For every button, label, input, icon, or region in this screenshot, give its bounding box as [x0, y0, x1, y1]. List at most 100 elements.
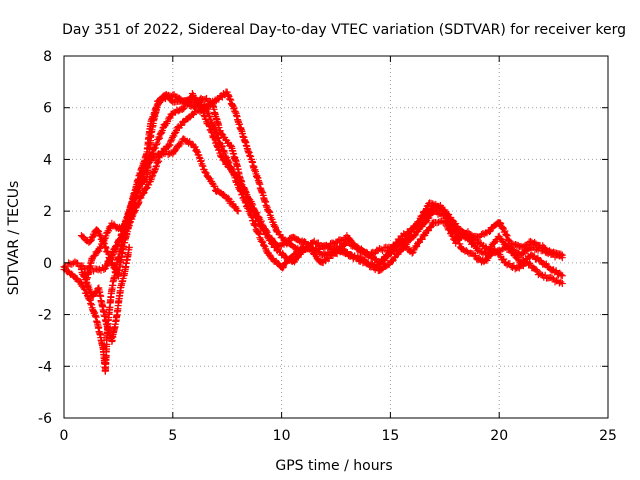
data-point	[95, 245, 103, 253]
y-tick-label: 8	[43, 49, 52, 65]
data-point	[113, 242, 121, 250]
series-track-5	[104, 135, 242, 268]
data-point	[252, 222, 260, 230]
data-point	[96, 231, 104, 239]
data-point	[558, 272, 566, 280]
data-point	[220, 148, 228, 156]
data-point	[440, 208, 448, 216]
data-point	[125, 243, 133, 251]
data-point	[125, 221, 133, 229]
data-point	[139, 189, 147, 197]
data-point	[438, 217, 446, 225]
grid	[64, 56, 608, 418]
data-point	[86, 237, 94, 245]
data-point	[199, 162, 207, 170]
data-point	[233, 206, 241, 214]
plot-frame	[63, 55, 609, 419]
data-point	[505, 236, 513, 244]
x-tick-label: 10	[273, 428, 291, 444]
data-point	[104, 260, 112, 268]
data-point	[224, 194, 232, 202]
data-point	[205, 174, 213, 182]
y-tick-label: -6	[38, 411, 52, 427]
data-point	[429, 200, 437, 208]
data-point	[496, 219, 504, 227]
data-point	[220, 156, 228, 164]
data-point	[166, 141, 174, 149]
series-track-4	[82, 88, 566, 288]
data-point	[234, 207, 242, 215]
data-point	[418, 235, 426, 243]
data-point	[371, 255, 379, 263]
data-point	[301, 238, 309, 246]
data-point	[418, 213, 426, 221]
data-point	[140, 189, 148, 197]
data-point	[97, 243, 105, 251]
data-point	[145, 181, 153, 189]
data-point	[197, 157, 205, 165]
data-point	[347, 250, 355, 258]
y-axis-label: SDTVAR / TECUs	[6, 181, 22, 296]
y-tick-label: 4	[43, 152, 52, 168]
data-point	[263, 228, 271, 236]
data-point	[128, 213, 136, 221]
data-point	[280, 263, 288, 271]
chart-title: Day 351 of 2022, Sidereal Day-to-day VTE…	[62, 22, 626, 38]
x-axis-label: GPS time / hours	[275, 458, 392, 474]
y-tick-label: -2	[38, 308, 52, 324]
data-point	[499, 223, 507, 231]
data-point	[235, 178, 243, 186]
data-point	[215, 146, 223, 154]
data-point	[557, 250, 565, 258]
data-point	[208, 129, 216, 137]
data-point	[502, 230, 510, 238]
data-point	[440, 206, 448, 214]
data-point	[248, 199, 256, 207]
data-point	[485, 228, 493, 236]
data-point	[134, 199, 142, 207]
y-tick-label: 2	[43, 204, 52, 220]
data-point	[166, 114, 174, 122]
data-point	[442, 218, 450, 226]
data-point	[191, 94, 199, 102]
data-point	[255, 229, 263, 237]
data-point	[211, 182, 219, 190]
data-point	[177, 140, 185, 148]
axes: 0 5 10 15 20 25 -6 -4 -2 0 2 4 6 8	[38, 49, 617, 444]
data-point	[233, 173, 241, 181]
data-point	[295, 247, 303, 255]
data-point	[377, 245, 385, 253]
data-point	[363, 259, 371, 267]
data-point	[475, 254, 483, 262]
data-point	[196, 108, 204, 116]
data-point	[142, 165, 150, 173]
data-point	[506, 260, 514, 268]
data-point	[215, 145, 223, 153]
data-point	[421, 231, 429, 239]
data-point	[558, 251, 566, 259]
data-point	[557, 278, 565, 286]
data-point	[558, 280, 566, 288]
data-point	[257, 217, 265, 225]
data-point	[259, 241, 267, 249]
data-point	[210, 132, 218, 140]
data-point	[552, 267, 560, 275]
y-tick-label: -4	[38, 359, 52, 375]
data-point	[471, 243, 479, 251]
data-point	[370, 250, 378, 258]
x-tick-label: 5	[168, 428, 177, 444]
data-point	[415, 218, 423, 226]
data-point	[279, 264, 287, 272]
data-point	[168, 133, 176, 141]
x-tick-label: 0	[60, 428, 69, 444]
y-tick-label: 6	[43, 101, 52, 117]
data-markers	[60, 88, 566, 375]
data-point	[532, 266, 540, 274]
data-point	[484, 254, 492, 262]
data-point	[251, 208, 259, 216]
data-point	[500, 255, 508, 263]
data-point	[167, 137, 175, 145]
data-point	[346, 238, 354, 246]
data-point	[112, 243, 120, 251]
data-point	[449, 222, 457, 230]
